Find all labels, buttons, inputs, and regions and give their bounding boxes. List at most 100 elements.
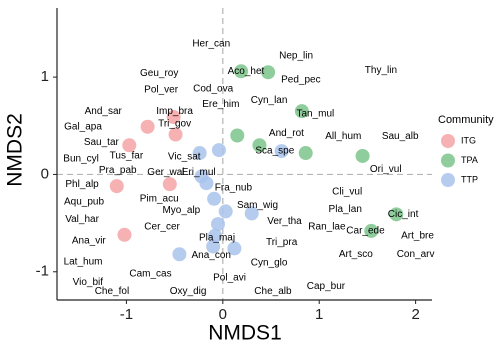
point [210, 217, 225, 232]
species-label: Che_fol [95, 286, 129, 297]
x-tick-label: 0 [219, 306, 227, 323]
species-label: Cam_cas [129, 268, 171, 279]
species-label: Cic_int [388, 209, 419, 220]
species-label: Gal_apa [64, 121, 102, 132]
point [109, 179, 124, 194]
species-label: Aqu_pub [64, 196, 104, 207]
x-tick-label: 2 [411, 306, 419, 323]
y-tick-label: -1 [36, 263, 49, 280]
species-label: Fra_nub [215, 183, 253, 194]
point [168, 127, 183, 142]
point [230, 128, 245, 143]
legend-label: TTP [461, 174, 478, 184]
species-label: Che_alb [254, 286, 292, 297]
legend-title: Community [438, 114, 494, 126]
species-label: Val_har [65, 214, 99, 225]
species-label: Ger_wal [147, 167, 184, 178]
species-label: Her_can [192, 39, 230, 50]
species-label: Art_bre [401, 230, 434, 241]
point [298, 146, 313, 161]
point [207, 191, 222, 206]
point [364, 223, 379, 238]
point [234, 64, 249, 79]
species-label: Lat_hum [64, 257, 103, 268]
species-label: Pla_maj [199, 232, 235, 243]
species-label: Pim_acu [140, 193, 179, 204]
species-label: Thy_lin [365, 65, 397, 76]
species-label: Art_sco [339, 249, 373, 260]
species-label: Sau_tar [84, 137, 120, 148]
species-label: And_sar [85, 106, 123, 117]
species-label: And_rot [269, 128, 304, 139]
point [355, 148, 370, 163]
species-label: Tus_far [110, 151, 144, 162]
species-label: Ped_pec [281, 75, 320, 86]
species-label: Tri_pra [266, 237, 298, 248]
point [274, 144, 289, 159]
point [199, 176, 214, 191]
species-label: Pol_ver [144, 84, 179, 95]
species-label: Ori_vul [370, 164, 402, 175]
point [140, 119, 155, 134]
species-label: Pol_avi [213, 272, 246, 283]
point [172, 247, 187, 262]
species-label: Vio_bif [73, 277, 104, 288]
x-tick-label: 1 [315, 306, 323, 323]
point [162, 177, 177, 192]
species-label: Myo_alp [162, 205, 200, 216]
point [208, 228, 223, 243]
species-label: Cyn_glo [251, 258, 288, 269]
species-label: Cod_ova [193, 83, 233, 94]
species-label: Sam_wig [237, 200, 278, 211]
species-label: Vic_sat [168, 152, 201, 163]
point [261, 65, 276, 80]
species-label: Tri_gov [158, 118, 191, 129]
point [294, 104, 309, 119]
legend-label: ITG [461, 135, 476, 145]
species-label: Oxy_dig [170, 286, 207, 297]
species-label: Con_arv [397, 249, 435, 260]
y-tick-label: 1 [41, 68, 49, 85]
point [218, 204, 233, 219]
point [227, 241, 242, 256]
point [211, 143, 226, 158]
species-label: All_hum [325, 131, 361, 142]
x-tick-label: -1 [120, 306, 133, 323]
point [389, 207, 404, 222]
point [244, 206, 259, 221]
species-label: Tan_mul [296, 109, 334, 120]
species-label: Cer_cer [144, 222, 180, 233]
species-label: Sau_alb [382, 131, 419, 142]
legend-label: TPA [461, 155, 478, 165]
x-axis-title: NMDS1 [208, 322, 282, 345]
species-label: Geu_roy [140, 68, 178, 79]
species-label: Bun_cyl [63, 154, 99, 165]
species-label: Ran_lae [308, 222, 346, 233]
species-label: Cyn_lan [251, 95, 288, 106]
species-label: Cap_bur [307, 281, 346, 292]
species-label: Imp_bra [156, 106, 193, 117]
point [122, 138, 137, 153]
species-label: Nep_lin [279, 50, 313, 61]
legend-swatch [441, 153, 455, 168]
species-label: Ana_vir [72, 235, 107, 246]
point [192, 146, 207, 161]
species-label: Car_ede [346, 226, 385, 237]
species-label: Ana_con [191, 250, 230, 261]
point [252, 138, 267, 153]
point [166, 110, 181, 125]
legend-swatch [441, 173, 455, 187]
species-label: Pla_lan [329, 204, 362, 215]
point [206, 239, 221, 254]
species-label: Ere_him [202, 99, 239, 110]
point [117, 227, 132, 242]
y-tick-label: 0 [41, 165, 49, 182]
species-label: Sca_spe [255, 146, 294, 157]
species-label: Ver_tha [267, 216, 302, 227]
species-label: Cli_vul [332, 187, 362, 198]
species-label: Pra_pab [99, 165, 137, 176]
species-label: Phl_alp [65, 179, 99, 190]
species-label: Eri_mul [182, 167, 216, 178]
species-label: Aco_het [228, 66, 265, 77]
